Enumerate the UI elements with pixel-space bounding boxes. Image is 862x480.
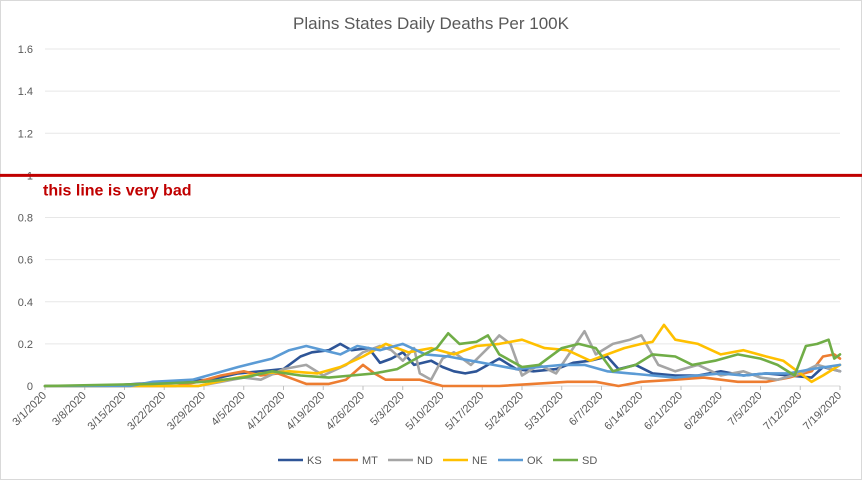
series-line-nd bbox=[43, 329, 842, 388]
x-tick-label: 4/12/2020 bbox=[245, 390, 288, 433]
x-tick-label: 5/10/2020 bbox=[404, 390, 447, 433]
x-tick-label: 5/24/2020 bbox=[483, 390, 526, 433]
x-tick-label: 3/1/2020 bbox=[10, 390, 49, 429]
x-tick-label: 3/15/2020 bbox=[86, 390, 129, 433]
x-tick-label: 3/8/2020 bbox=[50, 390, 89, 429]
x-tick-label: 7/12/2020 bbox=[761, 390, 804, 433]
y-tick-label: 0.4 bbox=[18, 297, 33, 309]
x-tick-label: 6/21/2020 bbox=[642, 390, 685, 433]
x-tick-label: 3/22/2020 bbox=[125, 390, 168, 433]
x-tick-label: 7/19/2020 bbox=[801, 390, 844, 433]
x-tick-label: 4/19/2020 bbox=[284, 390, 327, 433]
x-axis-ticks: 3/1/2020 3/8/20203/15/20203/22/20203/29/2… bbox=[10, 386, 844, 433]
x-tick-label: 5/3/2020 bbox=[368, 390, 407, 429]
x-tick-label: 6/7/2020 bbox=[567, 390, 606, 429]
y-tick-label: 1.6 bbox=[18, 44, 33, 56]
x-tick-label: 3/29/2020 bbox=[165, 390, 208, 433]
legend-label-ok: OK bbox=[527, 455, 544, 467]
reference-line-label: this line is very bad bbox=[43, 182, 192, 199]
reference-line-group: this line is very bad bbox=[0, 173, 862, 199]
series-line-sd bbox=[43, 331, 842, 388]
legend: KS MT ND NE OK SD bbox=[278, 455, 597, 467]
y-tick-label: 0.2 bbox=[18, 339, 33, 351]
gridlines bbox=[45, 48, 840, 387]
x-tick-label: 5/17/2020 bbox=[443, 390, 486, 433]
x-tick-label: 4/5/2020 bbox=[209, 390, 248, 429]
chart-title: Plains States Daily Deaths Per 100K bbox=[293, 14, 570, 33]
x-tick-label: 5/31/2020 bbox=[523, 390, 566, 433]
legend-label-mt: MT bbox=[362, 455, 378, 467]
y-tick-label: 0 bbox=[27, 381, 33, 393]
y-axis-ticks: 00.20.40.60.811.21.41.6 bbox=[18, 44, 33, 393]
y-tick-label: 0.6 bbox=[18, 255, 33, 267]
legend-label-nd: ND bbox=[417, 455, 433, 467]
legend-label-sd: SD bbox=[582, 455, 597, 467]
x-tick-label: 7/5/2020 bbox=[726, 390, 765, 429]
y-tick-label: 1.4 bbox=[18, 86, 33, 98]
series-lines bbox=[43, 323, 842, 388]
y-tick-label: 0.8 bbox=[18, 213, 33, 225]
legend-label-ne: NE bbox=[472, 455, 487, 467]
x-tick-label: 6/28/2020 bbox=[682, 390, 725, 433]
x-tick-label: 4/26/2020 bbox=[324, 390, 367, 433]
legend-label-ks: KS bbox=[307, 455, 322, 467]
series-line-ok bbox=[43, 342, 842, 388]
x-tick-label: 6/14/2020 bbox=[602, 390, 645, 433]
y-tick-label: 1.2 bbox=[18, 128, 33, 140]
series-line-ne bbox=[43, 323, 842, 388]
